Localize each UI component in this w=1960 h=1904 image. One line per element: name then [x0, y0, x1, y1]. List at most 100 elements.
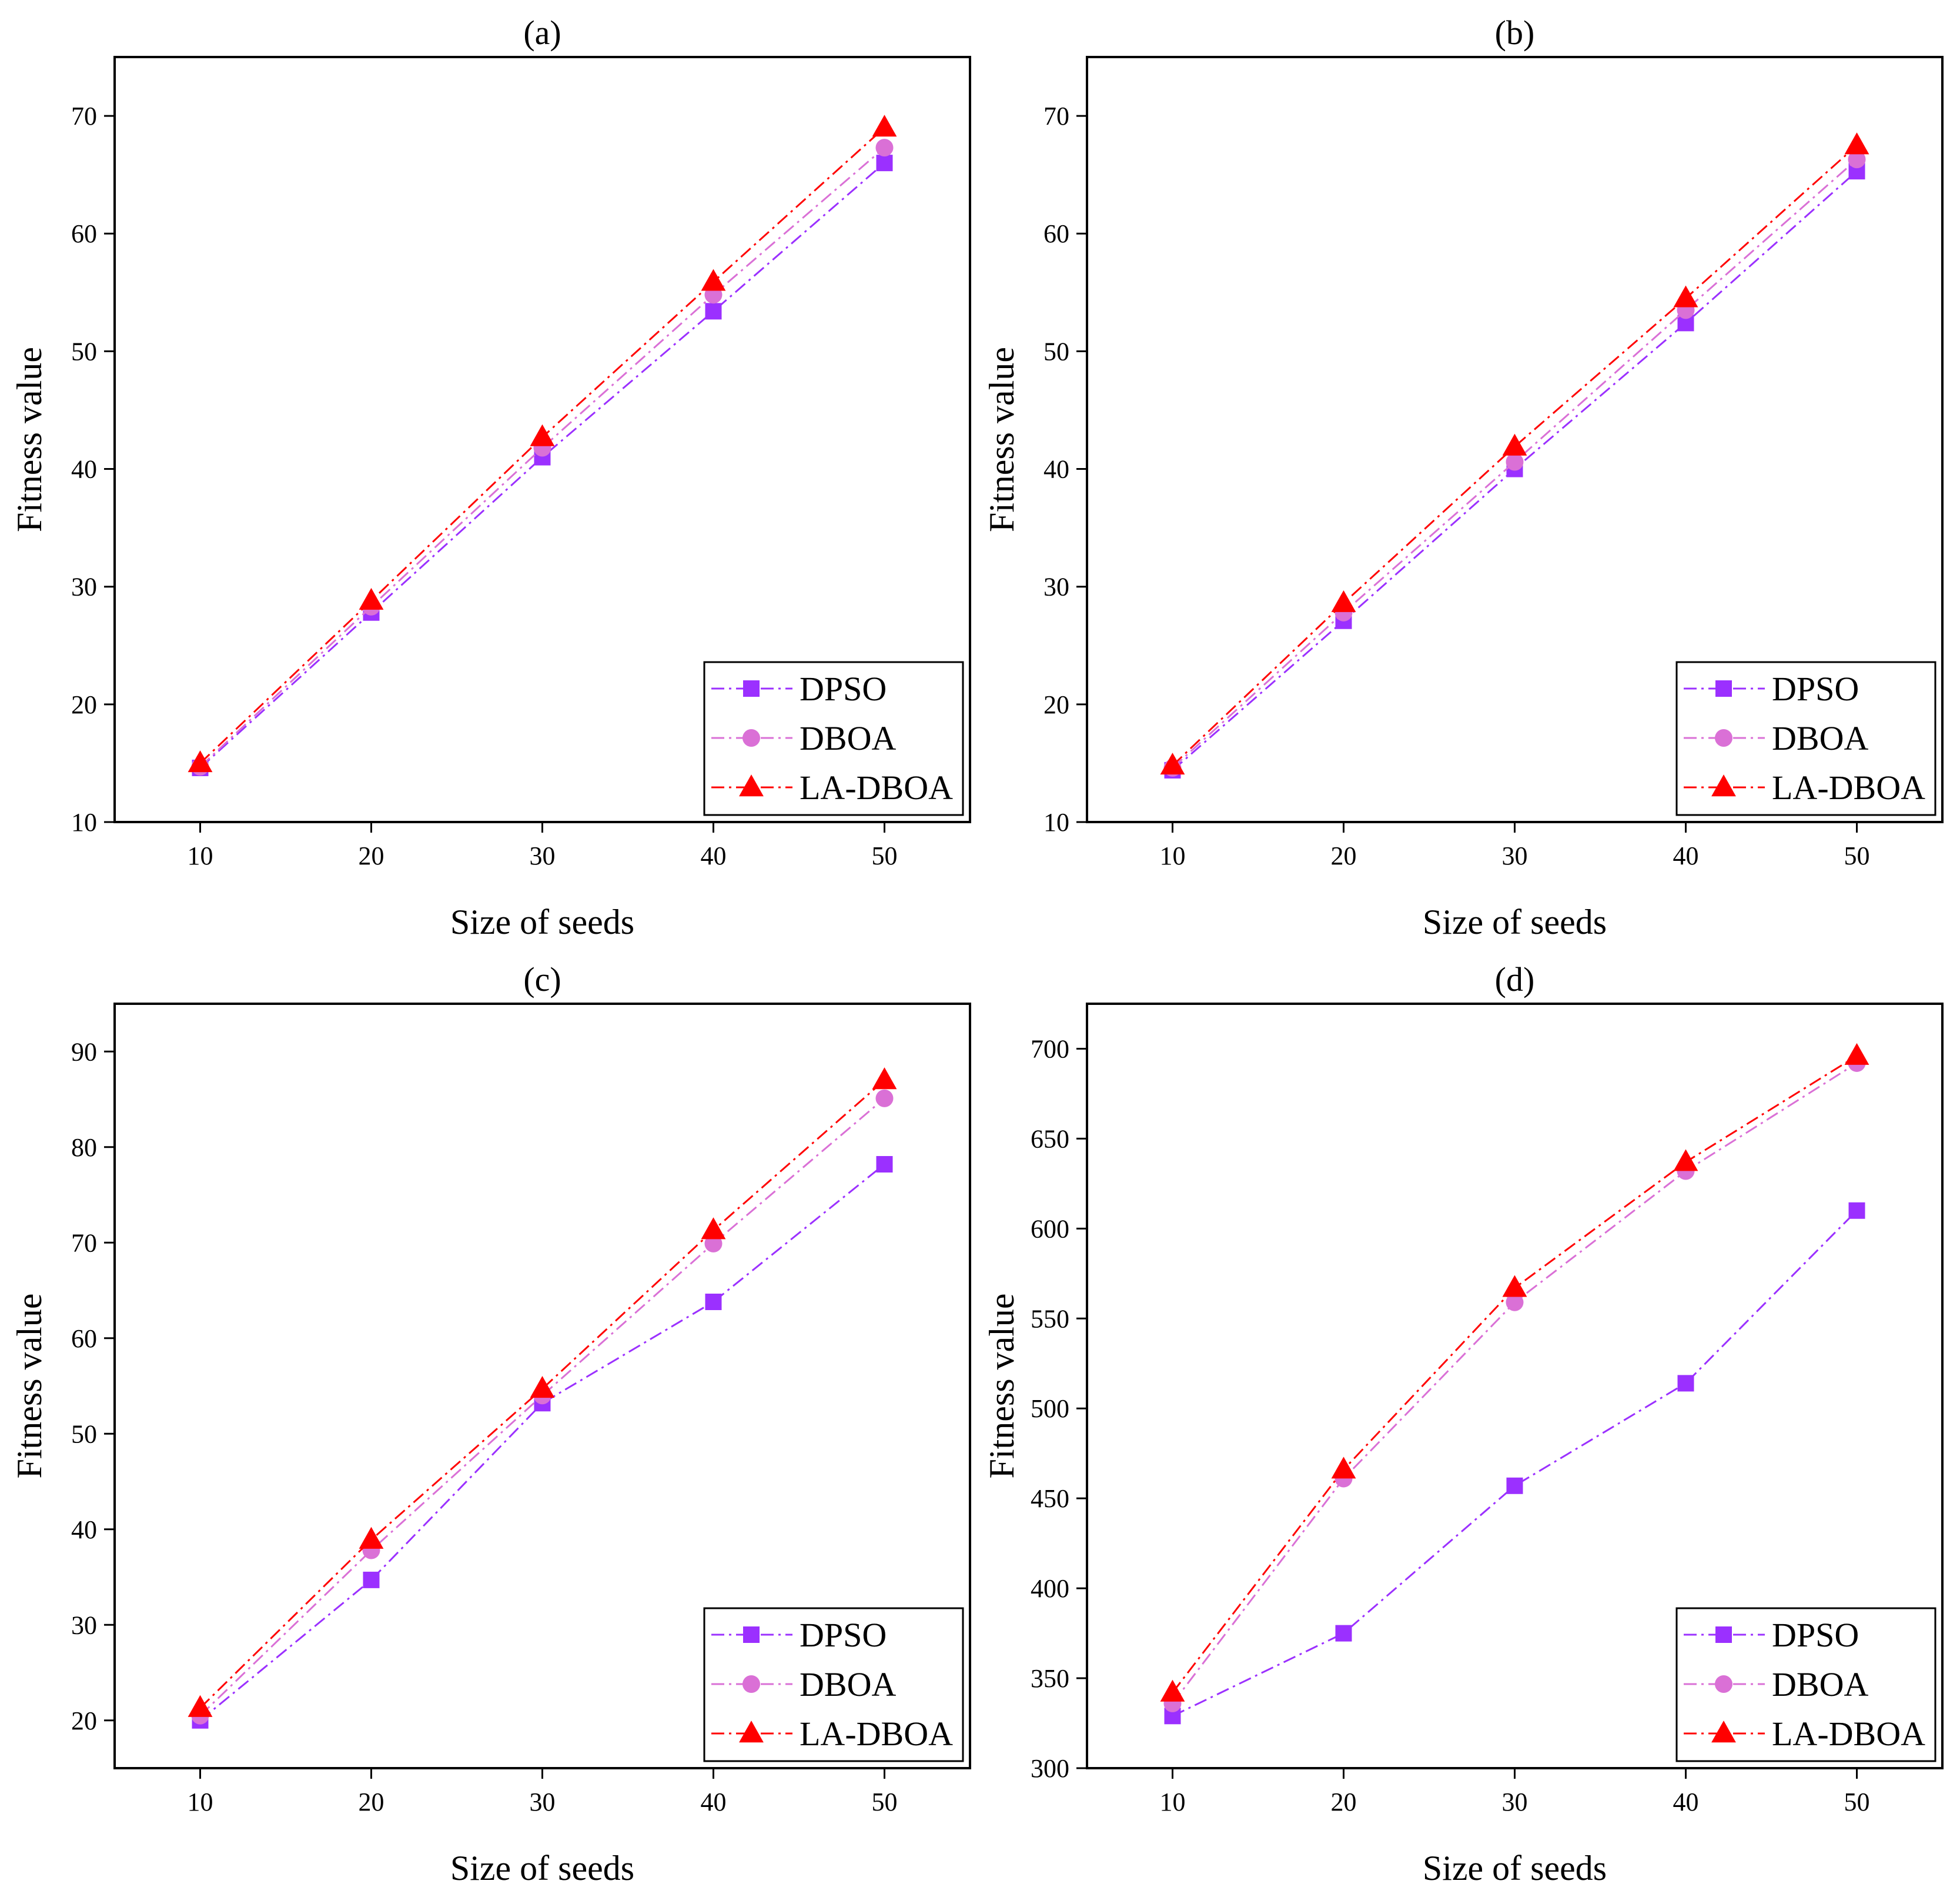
data-point-la-dboa — [701, 269, 726, 291]
x-tick-label: 20 — [359, 841, 384, 870]
data-point-dboa — [1506, 453, 1524, 471]
y-tick-label: 50 — [71, 1419, 97, 1448]
legend-marker-dpso — [743, 680, 760, 697]
data-point-la-dboa — [188, 1695, 213, 1717]
data-point-dpso — [876, 155, 893, 172]
x-tick-label: 40 — [701, 841, 727, 870]
series-line-la-dboa — [1172, 1055, 1858, 1693]
x-tick-label: 40 — [701, 1788, 727, 1816]
y-tick-label: 300 — [1031, 1754, 1069, 1783]
y-axis-label: Fitness value — [982, 347, 1021, 532]
panel-title: (d) — [1495, 960, 1535, 998]
y-tick-label: 70 — [71, 102, 97, 131]
chart-panel-c: (c) 10 20 30 40 50 20 30 40 50 60 70 80 90 Size of see… — [10, 960, 971, 1888]
data-point-la-dboa — [872, 1067, 897, 1090]
y-tick-label: 80 — [71, 1133, 97, 1162]
y-tick-label: 60 — [1043, 219, 1069, 248]
legend-marker-la-dboa — [1711, 1721, 1736, 1743]
data-point-dpso — [1848, 1202, 1865, 1219]
data-point-la-dboa — [188, 750, 213, 773]
data-point-la-dboa — [1844, 132, 1869, 155]
data-point-la-dboa — [1673, 1149, 1698, 1171]
y-tick-label: 450 — [1031, 1484, 1069, 1513]
data-point-dboa — [704, 1234, 723, 1252]
data-point-la-dboa — [530, 1376, 555, 1398]
y-tick-label: 30 — [1043, 573, 1069, 602]
y-tick-label: 650 — [1031, 1124, 1069, 1153]
data-point-dpso — [1335, 1625, 1352, 1642]
y-tick-label: 60 — [71, 1324, 97, 1353]
x-tick-label: 30 — [530, 1788, 556, 1816]
x-tick-label: 30 — [1502, 1788, 1528, 1816]
data-point-dboa — [875, 139, 894, 157]
legend-marker-dpso — [1715, 680, 1732, 697]
y-tick-label: 30 — [71, 1611, 97, 1639]
data-point-la-dboa — [1844, 1043, 1869, 1065]
legend-label-dboa: DBOA — [1772, 1665, 1868, 1703]
x-tick-label: 30 — [1502, 841, 1528, 870]
y-tick-label: 60 — [71, 219, 97, 248]
series-line-la-dboa — [199, 1079, 885, 1709]
y-tick-label: 30 — [71, 573, 97, 602]
y-tick-label: 500 — [1031, 1394, 1069, 1423]
x-tick-label: 20 — [1331, 1788, 1357, 1816]
legend-marker-dboa — [742, 729, 760, 747]
series-line-dboa — [199, 1097, 885, 1716]
y-tick-label: 20 — [1043, 690, 1069, 719]
legend-label-la-dboa: LA-DBOA — [800, 1715, 953, 1753]
y-axis-label: Fitness value — [10, 347, 49, 532]
data-point-dboa — [1848, 151, 1866, 169]
y-tick-label: 40 — [71, 455, 97, 484]
x-tick-label: 10 — [1160, 841, 1186, 870]
x-axis-label: Size of seeds — [1423, 1849, 1607, 1888]
data-point-la-dboa — [530, 424, 555, 446]
data-point-la-dboa — [1331, 1457, 1356, 1479]
x-tick-label: 40 — [1673, 841, 1699, 870]
chart-panel-d: (d) 10 20 30 40 50 300 350 400 450 500 550 600 650 700… — [982, 960, 1944, 1888]
x-tick-label: 10 — [1160, 1788, 1186, 1816]
y-axis-label: Fitness value — [10, 1294, 49, 1479]
data-point-la-dboa — [1160, 1679, 1185, 1702]
y-tick-label: 40 — [71, 1515, 97, 1544]
panel-title: (a) — [523, 14, 561, 52]
y-tick-label: 70 — [71, 1228, 97, 1257]
y-axis-label: Fitness value — [982, 1294, 1021, 1479]
chart-panel-b: (b) 10 20 30 40 50 10 20 30 40 50 60 70 Size of seeds… — [982, 14, 1944, 941]
data-point-la-dboa — [701, 1217, 726, 1240]
x-tick-label: 40 — [1673, 1788, 1699, 1816]
data-point-dpso — [705, 303, 722, 320]
y-tick-label: 20 — [71, 690, 97, 719]
data-point-la-dboa — [1331, 590, 1356, 612]
series-line-la-dboa — [1172, 144, 1858, 767]
legend-label-dboa: DBOA — [1772, 719, 1868, 757]
chart-panel-a: (a) 10 20 30 40 50 10 20 30 40 50 60 70 Size of seeds… — [10, 14, 971, 941]
panel-title: (b) — [1495, 14, 1535, 52]
series-line-dboa — [1172, 159, 1858, 769]
y-tick-label: 700 — [1031, 1034, 1069, 1063]
y-tick-label: 50 — [1043, 337, 1069, 366]
y-tick-label: 400 — [1031, 1574, 1069, 1603]
legend-marker-dboa — [1715, 1675, 1732, 1693]
legend-marker-dboa — [1715, 729, 1732, 747]
legend-marker-dboa — [742, 1675, 760, 1693]
legend-marker-dpso — [1715, 1626, 1732, 1643]
x-axis-label: Size of seeds — [1423, 903, 1607, 941]
legend-label-la-dboa: LA-DBOA — [1772, 1715, 1925, 1753]
data-point-dpso — [1506, 1477, 1523, 1494]
data-point-la-dboa — [1502, 433, 1527, 456]
x-tick-label: 10 — [188, 841, 213, 870]
data-point-la-dboa — [1502, 1275, 1527, 1297]
data-point-la-dboa — [872, 115, 897, 137]
y-tick-label: 10 — [71, 808, 97, 837]
data-point-dpso — [1677, 1375, 1694, 1392]
legend-label-dpso: DPSO — [1772, 1616, 1859, 1654]
x-axis-label: Size of seeds — [450, 903, 634, 941]
legend-label-dboa: DBOA — [800, 1665, 896, 1703]
legend-label-dpso: DPSO — [800, 670, 887, 708]
x-tick-label: 50 — [872, 1788, 898, 1816]
y-tick-label: 550 — [1031, 1304, 1069, 1333]
series-line-dboa — [199, 146, 885, 768]
data-point-dpso — [876, 1156, 893, 1173]
x-tick-label: 20 — [359, 1788, 384, 1816]
